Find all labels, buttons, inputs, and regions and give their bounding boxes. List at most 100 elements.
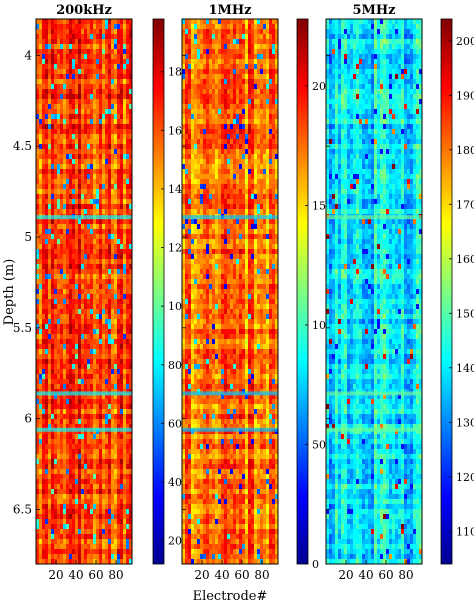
heatmap-cell [236,234,240,240]
heatmap-cell [60,299,64,305]
heatmap-cell [266,229,270,235]
heatmap-cell [206,69,210,75]
heatmap-cell [42,54,46,60]
heatmap-cell [96,44,100,50]
heatmap-cell [236,19,240,25]
heatmap-cell [54,444,58,450]
heatmap-cell [123,504,127,510]
heatmap-cell [84,79,88,85]
heatmap-cell [123,364,127,370]
heatmap-cell [197,139,201,145]
heatmap-cell [126,339,130,345]
heatmap-cell [123,444,127,450]
heatmap-cell [69,454,73,460]
heatmap-cell [42,439,46,445]
heatmap-cell [69,449,73,455]
heatmap-cell [99,94,103,100]
heatmap-cell [87,89,91,95]
heatmap-cell [39,119,43,125]
heatmap-cell [206,144,210,150]
heatmap-cell [99,189,103,195]
heatmap-cell [36,334,40,340]
heatmap-cell [45,439,49,445]
heatmap-cell [111,144,115,150]
heatmap-cell [108,499,112,505]
heatmap-cell [66,29,70,35]
heatmap-cell [120,114,124,120]
heatmap-cell [111,314,115,320]
heatmap-cell [206,124,210,130]
heatmap-cell [129,504,133,510]
heatmap-cell [182,184,186,190]
heatmap-cell [254,104,258,110]
heatmap-cell [87,349,91,355]
heatmap-cell [236,84,240,90]
heatmap-cell [215,209,219,215]
heatmap-cell [197,29,201,35]
heatmap-cell [72,334,76,340]
heatmap-cell [242,114,246,120]
heatmap-cell [239,124,243,130]
heatmap-cell [206,244,210,250]
heatmap-cell [215,139,219,145]
heatmap-cell [123,559,127,565]
heatmap-cell [36,109,40,115]
heatmap-cell [81,114,85,120]
heatmap-cell [260,224,264,230]
heatmap-cell [63,464,67,470]
heatmap-cell [239,39,243,45]
heatmap-cell [230,109,234,115]
heatmap-cell [66,199,70,205]
heatmap-cell [111,344,115,350]
heatmap-cell [78,439,82,445]
heatmap-cell [84,194,88,200]
heatmap-cell [120,99,124,105]
heatmap-cell [182,89,186,95]
heatmap-cell [36,74,40,80]
heatmap-cell [93,159,97,165]
heatmap-cell [108,314,112,320]
heatmap-cell [63,349,67,355]
heatmap-cell [87,464,91,470]
heatmap-cell [39,44,43,50]
heatmap-cell [230,89,234,95]
heatmap-cell [129,439,133,445]
heatmap-cell [111,229,115,235]
heatmap-cell [123,109,127,115]
heatmap-cell [245,59,249,65]
heatmap-cell [39,489,43,495]
heatmap-cell [90,149,94,155]
heatmap-cell [233,184,237,190]
heatmap-cell [224,114,228,120]
heatmap-cell [72,364,76,370]
heatmap-cell [206,104,210,110]
heatmap-cell [263,134,267,140]
heatmap-cell [117,224,121,230]
heatmap-cell [69,139,73,145]
heatmap-cell [42,319,46,325]
heatmap-cell [90,494,94,500]
heatmap-cell [84,114,88,120]
heatmap-cell [99,444,103,450]
heatmap-cell [215,64,219,70]
heatmap-cell [42,379,46,385]
heatmap-cell [269,104,273,110]
heatmap-cell [48,19,52,25]
heatmap-cell [45,39,49,45]
heatmap-cell [81,484,85,490]
heatmap-cell [215,19,219,25]
heatmap-cell [60,114,64,120]
heatmap-cell [99,369,103,375]
heatmap-cell [69,494,73,500]
heatmap-cell [257,179,261,185]
heatmap-cell [221,129,225,135]
heatmap-cell [191,79,195,85]
heatmap-cell [60,129,64,135]
heatmap-cell [54,514,58,520]
heatmap-cell [245,84,249,90]
heatmap-cell [212,134,216,140]
heatmap-cell [117,454,121,460]
heatmap-cell [96,434,100,440]
heatmap-cell [90,69,94,75]
heatmap-cell [81,319,85,325]
